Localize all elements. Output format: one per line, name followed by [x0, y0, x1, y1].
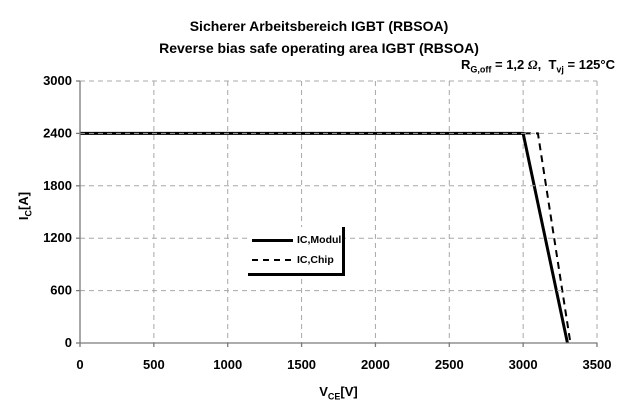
x-tick-label: 1500: [287, 357, 316, 372]
x-tick-label: 2000: [361, 357, 390, 372]
x-axis-subscript: CE: [327, 391, 341, 402]
y-axis-symbol: I: [16, 216, 31, 221]
chart-title: Sicherer Arbeitsbereich IGBT (RBSOA): [189, 18, 449, 34]
y-tick-label: 2400: [43, 125, 72, 140]
annotation-r-value: = 1,2: [491, 57, 528, 72]
y-axis-label: IC[A]: [16, 166, 36, 246]
x-tick-label: 500: [143, 357, 165, 372]
legend: IC,Modul IC,Chip: [248, 227, 345, 276]
annotation-t-subscript: vj: [556, 64, 564, 75]
annotation-r-symbol: R: [461, 57, 471, 72]
chart-annotation: RG,off = 1,2 Ω, Tvj = 125°C: [461, 57, 615, 75]
legend-line-solid-icon: [252, 238, 293, 242]
legend-line-dashed-icon: [252, 259, 293, 261]
chart-subtitle: Reverse bias safe operating area IGBT (R…: [159, 40, 479, 56]
y-axis-unit: [A]: [16, 191, 31, 210]
legend-label-chip: IC,Chip: [297, 254, 334, 266]
legend-item-chip: IC,Chip: [252, 250, 342, 270]
annotation-t-symbol: T: [548, 57, 557, 72]
x-tick-label: 2500: [435, 357, 464, 372]
y-tick-label: 1800: [43, 178, 72, 193]
x-tick-label: 3500: [583, 357, 612, 372]
legend-label-modul: IC,Modul: [297, 234, 342, 246]
y-tick-label: 1200: [43, 230, 72, 245]
y-axis-subscript: C: [23, 209, 34, 217]
series-line-dashed: [80, 132, 572, 344]
y-tick-label: 0: [65, 335, 72, 350]
legend-item-modul: IC,Modul: [252, 230, 342, 250]
annotation-t-value: = 125°C: [563, 57, 615, 72]
annotation-r-subscript: G,off: [470, 64, 492, 75]
x-axis-unit: [V]: [340, 384, 358, 399]
omega-symbol: Ω: [527, 57, 538, 72]
x-tick-label: 1000: [213, 357, 242, 372]
x-axis-symbol: V: [319, 384, 328, 399]
x-axis-label: VCE[V]: [80, 384, 597, 402]
y-tick-label: 600: [50, 283, 72, 298]
x-tick-label: 0: [76, 357, 83, 372]
annotation-separator: ,: [537, 57, 549, 72]
y-tick-label: 3000: [43, 73, 72, 88]
x-tick-label: 3000: [509, 357, 538, 372]
